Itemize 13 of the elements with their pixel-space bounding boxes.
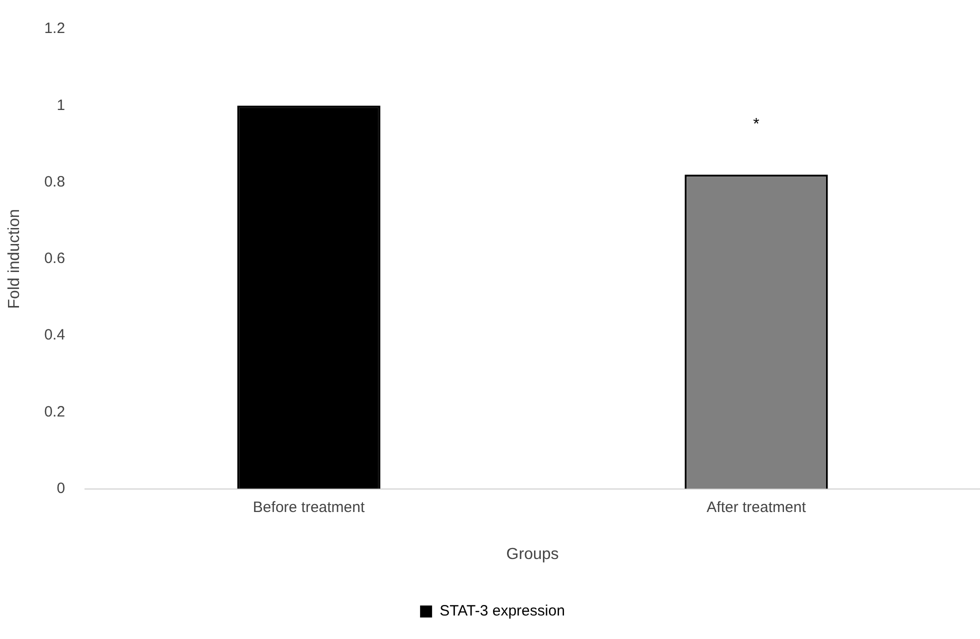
annotation: * [753,116,760,134]
x-axis-title: Groups [506,546,559,563]
y-tick-label: 1.2 [44,20,66,38]
y-tick-label: 0 [56,480,66,497]
legend-label: STAT-3 expression [440,602,565,620]
y-tick-label: 0.2 [44,403,66,420]
y-tick-label: 0.8 [44,173,66,190]
x-tick-label: Before treatment [252,498,366,516]
x-tick-label: After treatment [706,498,807,516]
y-axis-title: Fold induction [6,209,24,309]
y-tick-label: 1 [56,96,66,114]
y-tick-label: 0.6 [44,250,66,268]
y-tick-label: 0.4 [44,326,66,344]
